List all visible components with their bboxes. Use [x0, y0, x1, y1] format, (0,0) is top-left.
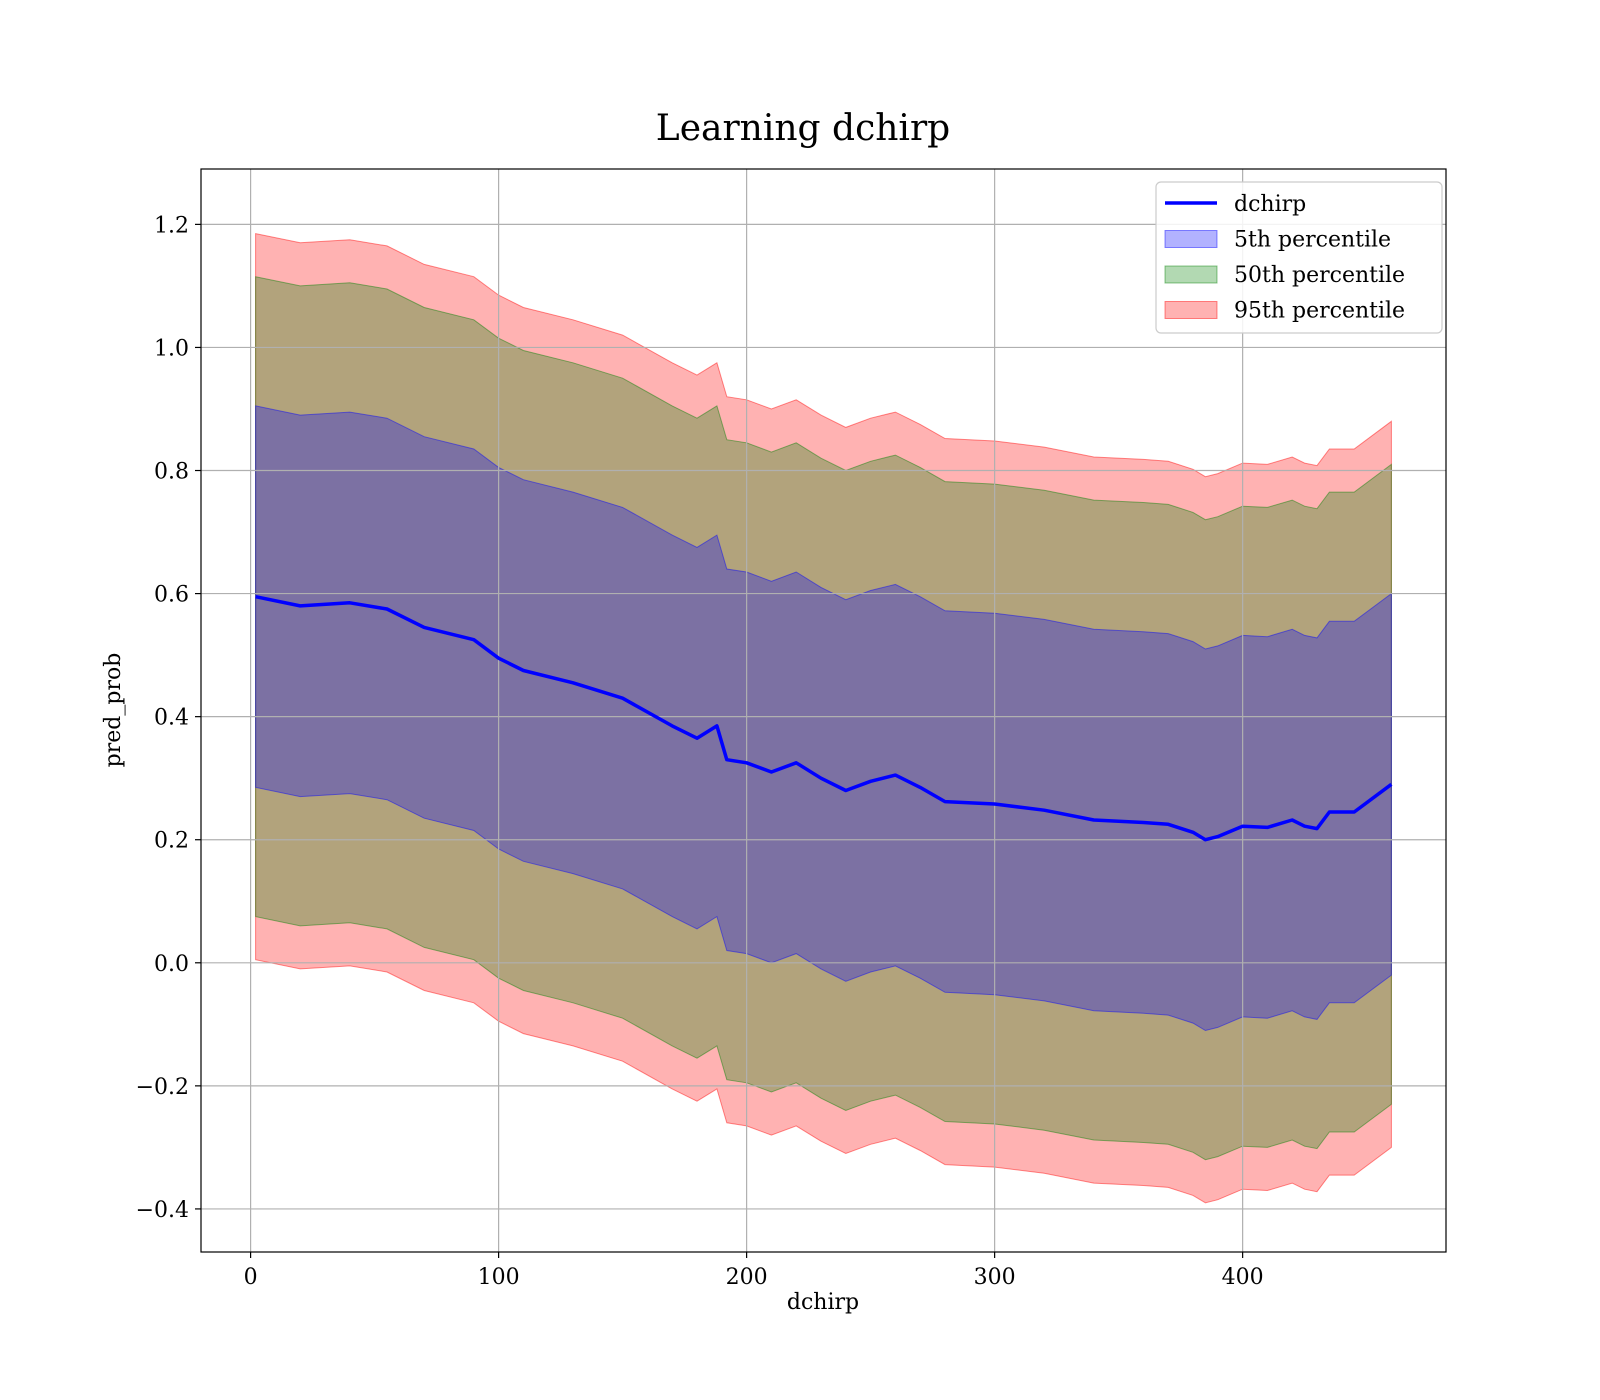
legend-entry-label: 50th percentile — [1234, 263, 1405, 288]
x-axis-label: dchirp — [787, 1290, 859, 1315]
x-tick-label: 300 — [974, 1265, 1016, 1290]
band-95th-percentile — [255, 232, 1392, 1204]
chart-title: Learning dchirp — [656, 108, 950, 149]
legend-box — [1155, 181, 1443, 334]
legend-entry-label: dchirp — [1234, 192, 1306, 217]
legend-entry-label: 95th percentile — [1234, 299, 1405, 324]
y-tick-label: 0.8 — [154, 460, 189, 485]
y-tick-label: −0.2 — [136, 1075, 189, 1100]
series-line-dchirp — [255, 594, 1393, 842]
y-tick-label: 1.0 — [154, 336, 189, 361]
y-tick-label: −0.4 — [136, 1198, 189, 1223]
grid-layer — [201, 169, 1446, 1252]
plot-area-background — [201, 169, 1446, 1252]
y-tick-label: 0.4 — [154, 706, 189, 731]
bands-layer — [255, 232, 1392, 1204]
band-50th-percentile — [255, 276, 1392, 1161]
legend-entry-label: 5th percentile — [1234, 228, 1391, 253]
y-tick-label: 0.0 — [154, 952, 189, 977]
y-tick-label: 0.6 — [154, 583, 189, 608]
legend-swatch-patch — [1164, 265, 1218, 284]
y-tick-label: 0.2 — [154, 829, 189, 854]
line-layer — [255, 594, 1393, 842]
band-5th-percentile — [255, 405, 1392, 1032]
legend: dchirp 5th percentile 50th percentile 95th … — [1155, 181, 1443, 334]
y-tick-label: 1.2 — [154, 213, 189, 238]
x-tick-label: 400 — [1222, 1265, 1264, 1290]
x-tick-label: 100 — [478, 1265, 520, 1290]
x-tick-label: 0 — [244, 1265, 258, 1290]
plot-frame — [200, 168, 1447, 1253]
legend-swatch-patch — [1164, 230, 1218, 248]
ticks-layer: 0 100 200 300 400 −0.4 −0.2 0.0 0.2 0.4 0.6 0.8 1.0 1… — [136, 213, 1264, 1290]
legend-swatch-patch — [1164, 301, 1218, 319]
y-axis-label: pred_prob — [101, 653, 126, 768]
x-tick-label: 200 — [726, 1265, 768, 1290]
